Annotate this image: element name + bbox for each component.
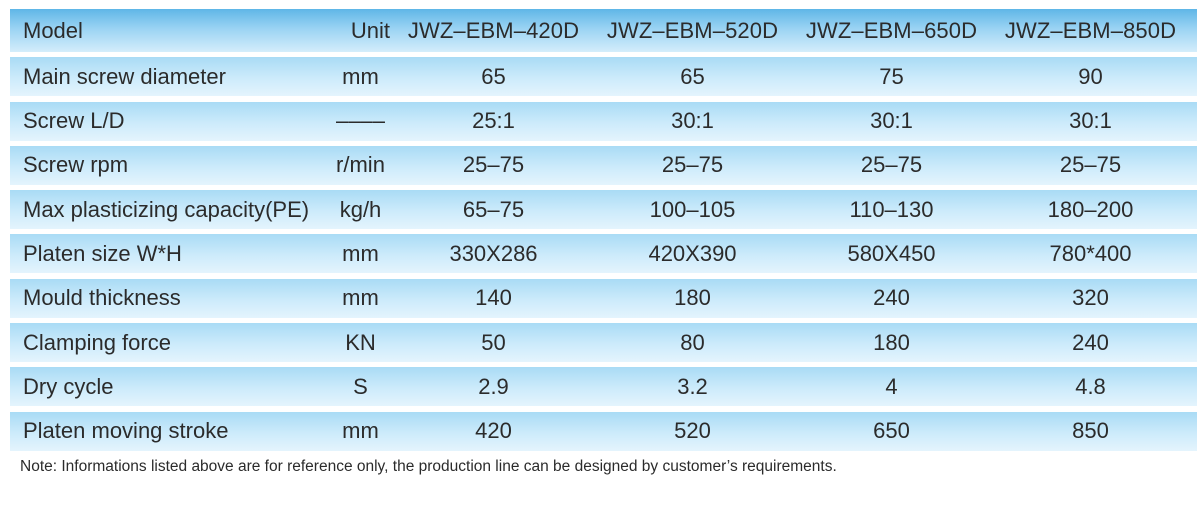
row-value: 90 xyxy=(1078,63,1103,89)
row-value: 65 xyxy=(680,63,705,89)
table-row: Max plasticizing capacity(PE) kg/h 65–75… xyxy=(10,190,1197,230)
row-unit: mm xyxy=(342,63,379,89)
spec-table: Model Unit JWZ–EBM–420D JWZ–EBM–520D JWZ… xyxy=(10,9,1197,456)
row-value: 520 xyxy=(674,418,711,444)
header-model-850d: JWZ–EBM–850D xyxy=(1004,17,1177,43)
row-parameter: Clamping force xyxy=(23,329,171,355)
row-parameter: Mould thickness xyxy=(23,285,181,311)
row-unit: S xyxy=(353,373,368,399)
row-unit: mm xyxy=(342,285,379,311)
row-parameter: Platen size W*H xyxy=(23,240,182,266)
header-unit-label: Unit xyxy=(350,17,390,43)
table-row: Dry cycle S 2.9 3.2 4 4.8 xyxy=(10,367,1197,407)
row-value: 180 xyxy=(674,285,711,311)
row-value: 50 xyxy=(481,329,506,355)
row-value: 80 xyxy=(680,329,705,355)
row-value: 330X286 xyxy=(449,240,538,266)
row-value: 65–75 xyxy=(462,196,525,222)
row-value: 110–130 xyxy=(849,196,934,222)
row-value: 25–75 xyxy=(661,152,724,178)
table-row: Platen moving stroke mm 420 520 650 850 xyxy=(10,411,1197,451)
row-value: 25–75 xyxy=(860,152,923,178)
row-value: 30:1 xyxy=(870,108,913,134)
header-model-label: Model xyxy=(23,17,83,43)
header-model-420d: JWZ–EBM–420D xyxy=(407,17,580,43)
row-value: 320 xyxy=(1072,285,1109,311)
row-value: 25–75 xyxy=(1059,152,1122,178)
row-value: 2.9 xyxy=(478,373,509,399)
row-value: 180–200 xyxy=(1047,196,1134,222)
row-parameter: Max plasticizing capacity(PE) xyxy=(23,196,310,222)
row-value: 65 xyxy=(481,63,506,89)
row-unit: mm xyxy=(342,418,379,444)
row-parameter: Screw L/D xyxy=(23,108,125,134)
row-value: 420X390 xyxy=(648,240,737,266)
table-header-row: Model Unit JWZ–EBM–420D JWZ–EBM–520D JWZ… xyxy=(10,9,1197,52)
row-value: 30:1 xyxy=(671,108,714,134)
row-parameter: Main screw diameter xyxy=(23,63,226,89)
row-value: 75 xyxy=(879,63,904,89)
table-row: Screw rpm r/min 25–75 25–75 25–75 25–75 xyxy=(10,145,1197,185)
row-parameter: Screw rpm xyxy=(23,152,129,178)
row-value: 240 xyxy=(1072,329,1109,355)
row-unit: –––– xyxy=(336,108,385,134)
row-unit: KN xyxy=(345,329,376,355)
row-value: 180 xyxy=(873,329,910,355)
row-value: 580X450 xyxy=(847,240,936,266)
row-value: 240 xyxy=(873,285,910,311)
row-parameter: Dry cycle xyxy=(23,373,114,399)
row-value: 30:1 xyxy=(1069,108,1112,134)
table-row: Clamping force KN 50 80 180 240 xyxy=(10,323,1197,363)
row-value: 650 xyxy=(873,418,910,444)
row-unit: r/min xyxy=(336,152,385,178)
row-unit: mm xyxy=(342,240,379,266)
table-row: Main screw diameter mm 65 65 75 90 xyxy=(10,57,1197,97)
footnote: Note: Informations listed above are for … xyxy=(20,458,837,475)
row-value: 780*400 xyxy=(1049,240,1132,266)
row-unit: kg/h xyxy=(339,196,382,222)
row-value: 850 xyxy=(1072,418,1109,444)
row-value: 100–105 xyxy=(649,196,736,222)
row-value: 4 xyxy=(885,373,898,399)
row-value: 4.8 xyxy=(1075,373,1106,399)
row-value: 3.2 xyxy=(677,373,708,399)
table-row: Mould thickness mm 140 180 240 320 xyxy=(10,278,1197,318)
row-parameter: Platen moving stroke xyxy=(23,418,229,444)
table-row: Platen size W*H mm 330X286 420X390 580X4… xyxy=(10,234,1197,274)
row-value: 420 xyxy=(475,418,512,444)
row-value: 140 xyxy=(475,285,512,311)
table-row: Screw L/D –––– 25:1 30:1 30:1 30:1 xyxy=(10,101,1197,141)
row-value: 25–75 xyxy=(462,152,525,178)
header-model-520d: JWZ–EBM–520D xyxy=(606,17,779,43)
header-model-650d: JWZ–EBM–650D xyxy=(805,17,978,43)
row-value: 25:1 xyxy=(472,108,515,134)
